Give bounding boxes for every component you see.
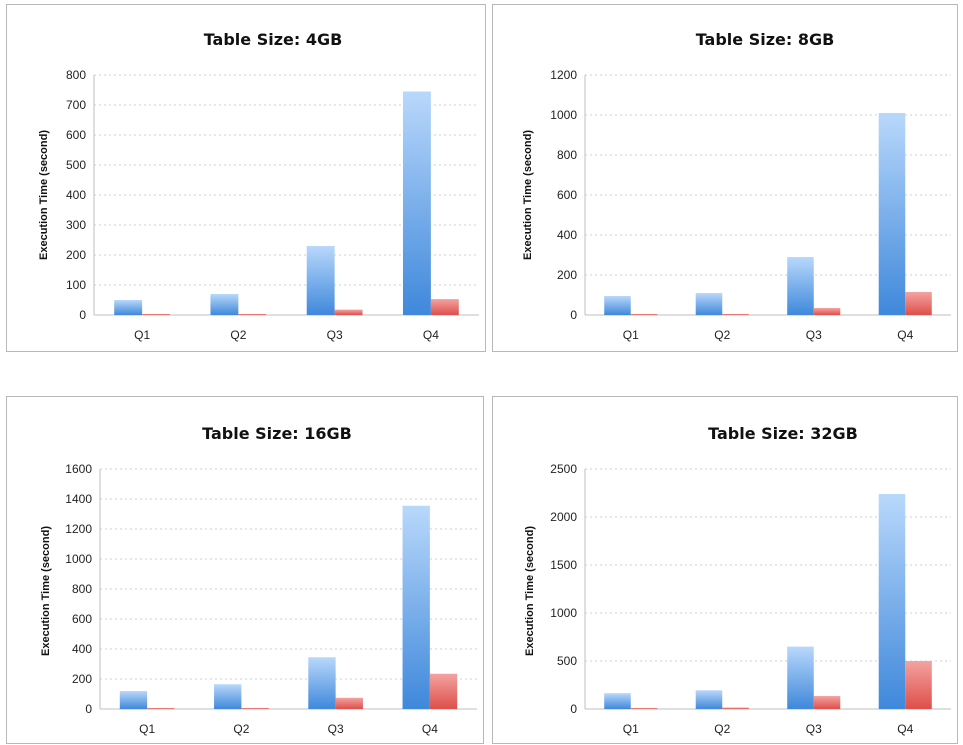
bar-q3-series-1 — [787, 646, 814, 709]
bar-q1-series-2 — [147, 708, 175, 709]
y-tick-label: 1000 — [65, 552, 92, 566]
bar-q4-series-1 — [878, 113, 906, 315]
chart-4gb: Table Size: 4GB Execution Time (second) … — [38, 30, 479, 342]
y-axis-label: Execution Time (second) — [524, 526, 536, 656]
y-tick-label: 400 — [557, 228, 577, 242]
y-axis-label: Execution Time (second) — [38, 130, 50, 260]
bar-q1-series-2 — [142, 314, 171, 315]
x-tick-label: Q1 — [623, 328, 639, 342]
y-tick-label: 400 — [72, 642, 92, 656]
bar-q4-series-2 — [430, 299, 459, 315]
bar-q1-series-2 — [630, 314, 658, 315]
chart-title: Table Size: 8GB — [696, 30, 835, 49]
x-tick-label: Q2 — [230, 328, 246, 342]
bar-q1-series-2 — [630, 708, 658, 709]
plot-area: 0 200 400 600 800 1000 1200 1400 1600 Q1 Q2 Q3 Q4 — [65, 462, 477, 736]
bar-q1-series-1 — [604, 693, 631, 709]
bar-q4-series-1 — [402, 505, 430, 709]
y-tick-label: 1000 — [550, 108, 577, 122]
x-tick-label: Q3 — [806, 722, 822, 736]
bar-q2-series-1 — [210, 294, 239, 315]
x-tick-label: Q1 — [623, 722, 639, 736]
bar-q3-series-2 — [813, 696, 841, 709]
x-tick-label: Q1 — [139, 722, 155, 736]
bar-q3-series-1 — [308, 657, 336, 709]
chart-8gb: Table Size: 8GB Execution Time (second) … — [522, 30, 951, 342]
y-tick-label: 600 — [66, 128, 86, 142]
chart-panel-8gb: Table Size: 8GB Execution Time (second) … — [492, 4, 958, 352]
y-tick-label: 0 — [570, 308, 577, 322]
bar-q4-series-1 — [402, 91, 431, 315]
y-tick-label: 600 — [557, 188, 577, 202]
y-tick-label: 200 — [72, 672, 92, 686]
plot-area: 0 100 200 300 400 500 600 700 800 Q1 Q2 Q3 Q4 — [66, 68, 479, 342]
y-tick-label: 100 — [66, 278, 86, 292]
bar-q4-series-1 — [878, 493, 906, 709]
bar-q4-series-2 — [905, 661, 932, 709]
bar-q3-series-1 — [787, 257, 814, 315]
y-tick-label: 800 — [66, 68, 86, 82]
chart-32gb: Table Size: 32GB Execution Time (second)… — [524, 424, 951, 736]
bar-q2-series-1 — [695, 293, 723, 315]
y-tick-label: 800 — [557, 148, 577, 162]
bar-q1-series-1 — [604, 296, 631, 315]
x-tick-label: Q3 — [806, 328, 822, 342]
y-tick-label: 700 — [66, 98, 86, 112]
plot-area: 0 200 400 600 800 1000 1200 Q1 Q2 Q3 Q4 — [550, 68, 951, 342]
y-tick-label: 800 — [72, 582, 92, 596]
y-tick-label: 1000 — [550, 606, 577, 620]
chart-title: Table Size: 16GB — [202, 424, 352, 443]
x-tick-label: Q3 — [327, 328, 343, 342]
y-tick-label: 500 — [557, 654, 577, 668]
y-tick-label: 300 — [66, 218, 86, 232]
x-tick-label: Q2 — [714, 722, 730, 736]
chart-panel-16gb: Table Size: 16GB Execution Time (second)… — [6, 396, 484, 744]
y-tick-label: 0 — [570, 702, 577, 716]
bar-q2-series-1 — [695, 690, 723, 709]
bar-q3-series-2 — [335, 697, 363, 709]
bar-q3-series-1 — [306, 246, 335, 315]
x-tick-label: Q4 — [897, 328, 913, 342]
y-tick-label: 400 — [66, 188, 86, 202]
bar-q2-series-2 — [722, 707, 749, 709]
chart-panel-32gb: Table Size: 32GB Execution Time (second)… — [492, 396, 958, 744]
chart-title: Table Size: 4GB — [204, 30, 343, 49]
x-tick-label: Q3 — [328, 722, 344, 736]
chart-16gb: Table Size: 16GB Execution Time (second)… — [40, 424, 477, 736]
x-tick-label: Q4 — [422, 722, 438, 736]
chart-title: Table Size: 32GB — [708, 424, 858, 443]
y-tick-label: 200 — [557, 268, 577, 282]
bar-q4-series-2 — [429, 673, 458, 709]
y-tick-label: 600 — [72, 612, 92, 626]
bar-q1-series-1 — [119, 691, 148, 709]
bar-q1-series-1 — [114, 300, 143, 315]
x-tick-label: Q1 — [134, 328, 150, 342]
y-tick-label: 1600 — [65, 462, 92, 476]
y-tick-label: 2500 — [550, 462, 577, 476]
y-tick-label: 0 — [85, 702, 92, 716]
y-tick-label: 200 — [66, 248, 86, 262]
y-tick-label: 1400 — [65, 492, 92, 506]
y-tick-label: 500 — [66, 158, 86, 172]
y-tick-label: 1500 — [550, 558, 577, 572]
bar-q3-series-2 — [813, 308, 841, 315]
plot-area: 0 500 1000 1500 2000 2500 Q1 Q2 Q3 Q4 — [550, 462, 951, 736]
y-tick-label: 1200 — [550, 68, 577, 82]
y-axis-label: Execution Time (second) — [522, 130, 534, 260]
x-tick-label: Q4 — [897, 722, 913, 736]
chart-panel-4gb: Table Size: 4GB Execution Time (second) … — [6, 4, 486, 352]
y-tick-label: 0 — [79, 308, 86, 322]
bar-q3-series-2 — [334, 309, 363, 315]
y-tick-label: 1200 — [65, 522, 92, 536]
bar-q2-series-2 — [241, 708, 269, 709]
bar-q2-series-2 — [722, 314, 749, 315]
x-tick-label: Q2 — [233, 722, 249, 736]
y-axis-label: Execution Time (second) — [40, 526, 52, 656]
x-tick-label: Q4 — [423, 328, 439, 342]
bar-q4-series-2 — [905, 292, 932, 315]
bar-q2-series-1 — [214, 684, 242, 709]
y-tick-label: 2000 — [550, 510, 577, 524]
x-tick-label: Q2 — [714, 328, 730, 342]
bar-q2-series-2 — [238, 314, 267, 315]
